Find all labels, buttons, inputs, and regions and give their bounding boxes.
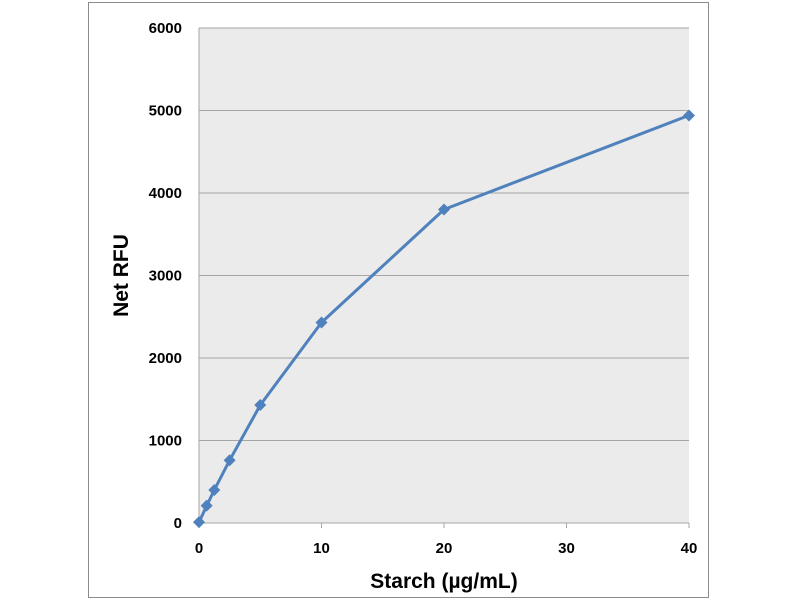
x-tick-label: 0 [195, 540, 203, 557]
x-tick-label: 20 [436, 540, 453, 557]
x-axis-title: Starch (µg/mL) [370, 570, 517, 593]
y-tick-label: 5000 [149, 103, 182, 120]
data-point-marker [200, 499, 213, 512]
y-tick-label: 6000 [149, 20, 182, 37]
data-point-marker [438, 203, 450, 216]
y-tick-label: 2000 [149, 350, 182, 367]
series-layer [193, 109, 695, 529]
axes [198, 28, 690, 528]
y-tick-label: 1000 [149, 433, 182, 450]
data-point-marker [223, 454, 236, 467]
x-tick-label: 10 [313, 540, 330, 557]
y-tick-label: 0 [174, 515, 182, 532]
y-axis-title: Net RFU [110, 234, 133, 317]
data-point-marker [193, 516, 205, 529]
tick-labels: 0 1000 2000 3000 4000 5000 6000 0 10 20 30 40 [149, 20, 698, 557]
data-point-marker [208, 484, 221, 496]
gridlines [199, 27, 689, 441]
y-tick-label: 3000 [149, 268, 182, 285]
data-point-marker [315, 316, 328, 329]
y-tick-label: 4000 [149, 185, 182, 202]
x-tick-label: 40 [681, 540, 698, 557]
data-point-marker [683, 109, 695, 122]
data-point-marker [254, 399, 267, 412]
x-tick-label: 30 [558, 540, 575, 557]
